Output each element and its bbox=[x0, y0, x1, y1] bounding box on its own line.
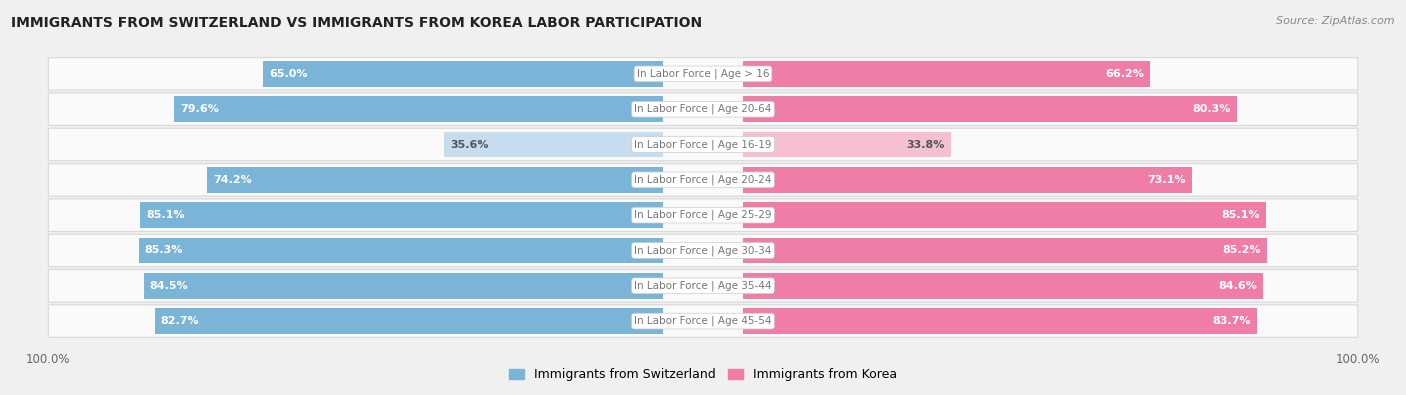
Bar bbox=[207, 167, 664, 192]
Text: 85.3%: 85.3% bbox=[145, 245, 183, 256]
Text: 65.0%: 65.0% bbox=[270, 69, 308, 79]
FancyBboxPatch shape bbox=[48, 305, 1358, 337]
Bar bbox=[141, 203, 664, 228]
Text: 85.2%: 85.2% bbox=[1222, 245, 1261, 256]
Text: 85.1%: 85.1% bbox=[146, 210, 184, 220]
Bar bbox=[444, 132, 664, 157]
Text: In Labor Force | Age 20-64: In Labor Force | Age 20-64 bbox=[634, 104, 772, 115]
Text: In Labor Force | Age > 16: In Labor Force | Age > 16 bbox=[637, 69, 769, 79]
Bar bbox=[139, 238, 664, 263]
FancyBboxPatch shape bbox=[48, 93, 1358, 126]
Text: 66.2%: 66.2% bbox=[1105, 69, 1143, 79]
Legend: Immigrants from Switzerland, Immigrants from Korea: Immigrants from Switzerland, Immigrants … bbox=[503, 363, 903, 386]
Bar bbox=[742, 238, 1267, 263]
Bar bbox=[742, 308, 1257, 334]
Text: 85.1%: 85.1% bbox=[1222, 210, 1260, 220]
Bar bbox=[263, 61, 664, 87]
Bar bbox=[742, 96, 1236, 122]
Text: IMMIGRANTS FROM SWITZERLAND VS IMMIGRANTS FROM KOREA LABOR PARTICIPATION: IMMIGRANTS FROM SWITZERLAND VS IMMIGRANT… bbox=[11, 16, 703, 30]
Text: In Labor Force | Age 16-19: In Labor Force | Age 16-19 bbox=[634, 139, 772, 150]
Text: 80.3%: 80.3% bbox=[1192, 104, 1230, 114]
Text: In Labor Force | Age 20-24: In Labor Force | Age 20-24 bbox=[634, 175, 772, 185]
FancyBboxPatch shape bbox=[48, 199, 1358, 231]
Bar bbox=[742, 167, 1192, 192]
Text: 73.1%: 73.1% bbox=[1147, 175, 1187, 185]
FancyBboxPatch shape bbox=[48, 269, 1358, 302]
Bar bbox=[174, 96, 664, 122]
Bar bbox=[742, 203, 1265, 228]
Text: In Labor Force | Age 35-44: In Labor Force | Age 35-44 bbox=[634, 280, 772, 291]
FancyBboxPatch shape bbox=[48, 164, 1358, 196]
Text: 79.6%: 79.6% bbox=[180, 104, 219, 114]
FancyBboxPatch shape bbox=[48, 234, 1358, 267]
Text: 74.2%: 74.2% bbox=[214, 175, 252, 185]
Bar bbox=[742, 273, 1263, 299]
Text: 82.7%: 82.7% bbox=[160, 316, 200, 326]
Text: 83.7%: 83.7% bbox=[1213, 316, 1251, 326]
Bar bbox=[143, 273, 664, 299]
Bar bbox=[742, 61, 1150, 87]
FancyBboxPatch shape bbox=[48, 58, 1358, 90]
Text: In Labor Force | Age 30-34: In Labor Force | Age 30-34 bbox=[634, 245, 772, 256]
Bar bbox=[742, 132, 950, 157]
Bar bbox=[155, 308, 664, 334]
Text: In Labor Force | Age 45-54: In Labor Force | Age 45-54 bbox=[634, 316, 772, 326]
FancyBboxPatch shape bbox=[48, 128, 1358, 161]
Text: In Labor Force | Age 25-29: In Labor Force | Age 25-29 bbox=[634, 210, 772, 220]
Text: 33.8%: 33.8% bbox=[907, 139, 945, 150]
Text: Source: ZipAtlas.com: Source: ZipAtlas.com bbox=[1277, 16, 1395, 26]
Text: 84.6%: 84.6% bbox=[1218, 281, 1257, 291]
Text: 84.5%: 84.5% bbox=[150, 281, 188, 291]
Text: 35.6%: 35.6% bbox=[450, 139, 489, 150]
